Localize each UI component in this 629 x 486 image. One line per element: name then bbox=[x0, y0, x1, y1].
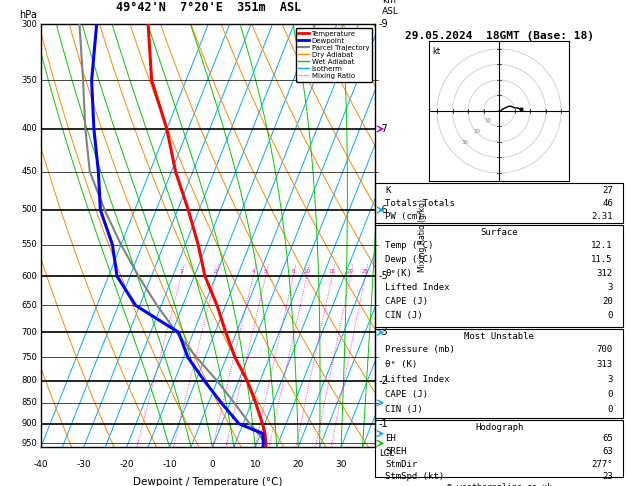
Text: -30: -30 bbox=[76, 460, 91, 469]
Text: 63: 63 bbox=[602, 447, 613, 456]
Text: Temp (°C): Temp (°C) bbox=[386, 241, 434, 250]
Text: CAPE (J): CAPE (J) bbox=[386, 297, 428, 306]
Text: SREH: SREH bbox=[386, 447, 407, 456]
Text: -3: -3 bbox=[379, 327, 388, 337]
Text: hPa: hPa bbox=[19, 10, 37, 20]
Text: EH: EH bbox=[386, 434, 396, 443]
Text: LCL: LCL bbox=[379, 449, 394, 458]
Text: 15: 15 bbox=[328, 269, 335, 274]
Legend: Temperature, Dewpoint, Parcel Trajectory, Dry Adiabat, Wet Adiabat, Isotherm, Mi: Temperature, Dewpoint, Parcel Trajectory… bbox=[296, 28, 372, 82]
Text: -10: -10 bbox=[162, 460, 177, 469]
Text: -20: -20 bbox=[120, 460, 134, 469]
Text: 500: 500 bbox=[22, 206, 38, 214]
Text: 30: 30 bbox=[335, 460, 347, 469]
Text: Lifted Index: Lifted Index bbox=[386, 283, 450, 292]
Text: 3: 3 bbox=[608, 375, 613, 384]
Text: 23: 23 bbox=[602, 472, 613, 481]
Text: 0: 0 bbox=[608, 390, 613, 399]
Text: 46: 46 bbox=[602, 199, 613, 208]
Text: 2.31: 2.31 bbox=[591, 212, 613, 221]
Text: 950: 950 bbox=[22, 439, 38, 448]
Text: © weatheronline.co.uk: © weatheronline.co.uk bbox=[447, 483, 552, 486]
Text: CIN (J): CIN (J) bbox=[386, 405, 423, 415]
Text: 3: 3 bbox=[608, 283, 613, 292]
Text: 300: 300 bbox=[21, 20, 38, 29]
Text: 550: 550 bbox=[22, 240, 38, 249]
Text: Totals Totals: Totals Totals bbox=[386, 199, 455, 208]
Text: 29.05.2024  18GMT (Base: 18): 29.05.2024 18GMT (Base: 18) bbox=[404, 31, 594, 41]
Text: 800: 800 bbox=[21, 376, 38, 385]
Text: Pressure (mb): Pressure (mb) bbox=[386, 345, 455, 353]
Text: 4: 4 bbox=[252, 269, 255, 274]
Text: Mixing Ratio (g/kg): Mixing Ratio (g/kg) bbox=[418, 199, 426, 272]
Text: 0: 0 bbox=[608, 405, 613, 415]
Text: CIN (J): CIN (J) bbox=[386, 311, 423, 320]
Text: 2: 2 bbox=[214, 269, 218, 274]
Text: CAPE (J): CAPE (J) bbox=[386, 390, 428, 399]
Text: Lifted Index: Lifted Index bbox=[386, 375, 450, 384]
Text: 25: 25 bbox=[362, 269, 369, 274]
Text: Most Unstable: Most Unstable bbox=[464, 332, 534, 341]
Text: -6: -6 bbox=[379, 205, 388, 215]
Text: km
ASL: km ASL bbox=[382, 0, 399, 16]
Text: 49°42'N  7°20'E  351m  ASL: 49°42'N 7°20'E 351m ASL bbox=[116, 1, 301, 14]
Text: 750: 750 bbox=[21, 353, 38, 362]
Text: 700: 700 bbox=[597, 345, 613, 353]
Text: -40: -40 bbox=[33, 460, 48, 469]
Text: -2: -2 bbox=[379, 376, 389, 386]
Text: 20: 20 bbox=[602, 297, 613, 306]
Text: 277°: 277° bbox=[591, 460, 613, 469]
Text: θᵉ(K): θᵉ(K) bbox=[386, 269, 412, 278]
Text: -9: -9 bbox=[379, 19, 388, 29]
Text: 650: 650 bbox=[21, 301, 38, 310]
Text: 400: 400 bbox=[22, 124, 38, 133]
Text: 1: 1 bbox=[179, 269, 183, 274]
Text: 0: 0 bbox=[608, 311, 613, 320]
Text: 65: 65 bbox=[602, 434, 613, 443]
Text: StmDir: StmDir bbox=[386, 460, 418, 469]
Text: 20: 20 bbox=[292, 460, 304, 469]
Text: PW (cm): PW (cm) bbox=[386, 212, 423, 221]
Text: 20: 20 bbox=[347, 269, 354, 274]
Text: Surface: Surface bbox=[481, 228, 518, 237]
Text: StmSpd (kt): StmSpd (kt) bbox=[386, 472, 445, 481]
Text: -5: -5 bbox=[379, 271, 389, 281]
Text: Dewpoint / Temperature (°C): Dewpoint / Temperature (°C) bbox=[133, 477, 283, 486]
Text: 27: 27 bbox=[602, 186, 613, 195]
Text: Dewp (°C): Dewp (°C) bbox=[386, 255, 434, 264]
Text: 8: 8 bbox=[291, 269, 295, 274]
Text: 5: 5 bbox=[264, 269, 267, 274]
Text: 312: 312 bbox=[597, 269, 613, 278]
Text: -1: -1 bbox=[379, 418, 388, 429]
Text: 0: 0 bbox=[209, 460, 215, 469]
Text: 12.1: 12.1 bbox=[591, 241, 613, 250]
Text: 10: 10 bbox=[250, 460, 261, 469]
Text: θᵉ (K): θᵉ (K) bbox=[386, 360, 418, 369]
Text: Hodograph: Hodograph bbox=[475, 423, 523, 432]
Text: -7: -7 bbox=[379, 124, 389, 134]
Text: 350: 350 bbox=[21, 76, 38, 85]
Text: 11.5: 11.5 bbox=[591, 255, 613, 264]
Text: 10: 10 bbox=[303, 269, 310, 274]
Text: 700: 700 bbox=[21, 328, 38, 337]
Text: 450: 450 bbox=[22, 167, 38, 176]
Text: 900: 900 bbox=[22, 419, 38, 428]
Text: 600: 600 bbox=[21, 272, 38, 281]
Text: K: K bbox=[386, 186, 391, 195]
Text: 850: 850 bbox=[21, 399, 38, 407]
Text: 313: 313 bbox=[597, 360, 613, 369]
